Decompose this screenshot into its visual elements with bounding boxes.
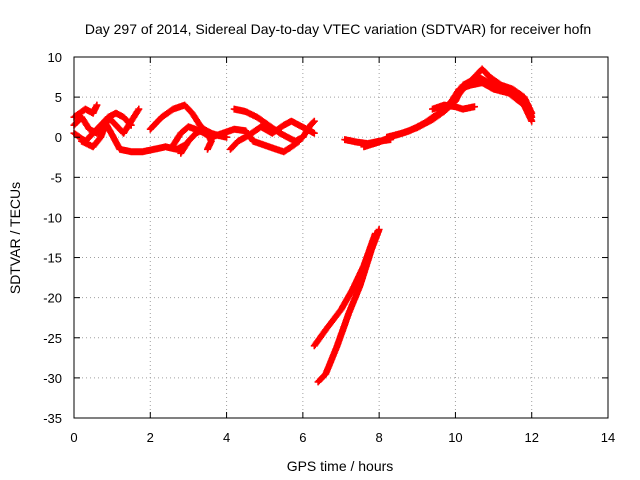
x-tick-label: 6	[299, 430, 306, 445]
y-tick-labels: 10 5 0 -5 -10 -15 -20 -25 -30 -35	[43, 50, 62, 426]
x-tick-label: 0	[70, 430, 77, 445]
data-point-markers	[314, 226, 383, 386]
y-axis-label: SDTVAR / TECUs	[7, 182, 23, 294]
data-series-hofn	[70, 65, 536, 386]
x-tick-label: 10	[448, 430, 462, 445]
y-tick-label: -5	[50, 170, 62, 185]
x-tick-labels: 0 2 4 6 8 10 12 14	[70, 430, 615, 445]
x-tick-label: 14	[601, 430, 615, 445]
data-point-markers	[226, 117, 318, 153]
plot-frame	[73, 56, 609, 419]
axis-ticks	[73, 56, 609, 419]
data-point-markers	[78, 105, 143, 151]
x-tick-label: 4	[223, 430, 230, 445]
data-track	[314, 226, 383, 386]
data-track	[249, 137, 303, 156]
y-tick-label: -15	[43, 251, 62, 266]
y-tick-label: -20	[43, 291, 62, 306]
data-track	[425, 79, 536, 125]
x-axis-label: GPS time / hours	[287, 458, 394, 474]
y-tick-label: -25	[43, 331, 62, 346]
y-tick-label: -35	[43, 411, 62, 426]
x-tick-label: 12	[524, 430, 538, 445]
y-tick-label: 10	[48, 50, 62, 65]
data-point-markers	[425, 79, 536, 125]
data-track	[429, 101, 478, 113]
y-tick-label: 5	[55, 90, 62, 105]
data-point-markers	[429, 101, 478, 113]
data-track	[78, 105, 143, 151]
data-point-markers	[249, 137, 303, 156]
x-tick-label: 2	[147, 430, 154, 445]
y-tick-label: 0	[55, 130, 62, 145]
y-tick-label: -10	[43, 210, 62, 225]
x-tick-label: 8	[376, 430, 383, 445]
chart-title: Day 297 of 2014, Sidereal Day-to-day VTE…	[85, 21, 591, 37]
data-track	[226, 117, 318, 153]
y-tick-label: -30	[43, 371, 62, 386]
